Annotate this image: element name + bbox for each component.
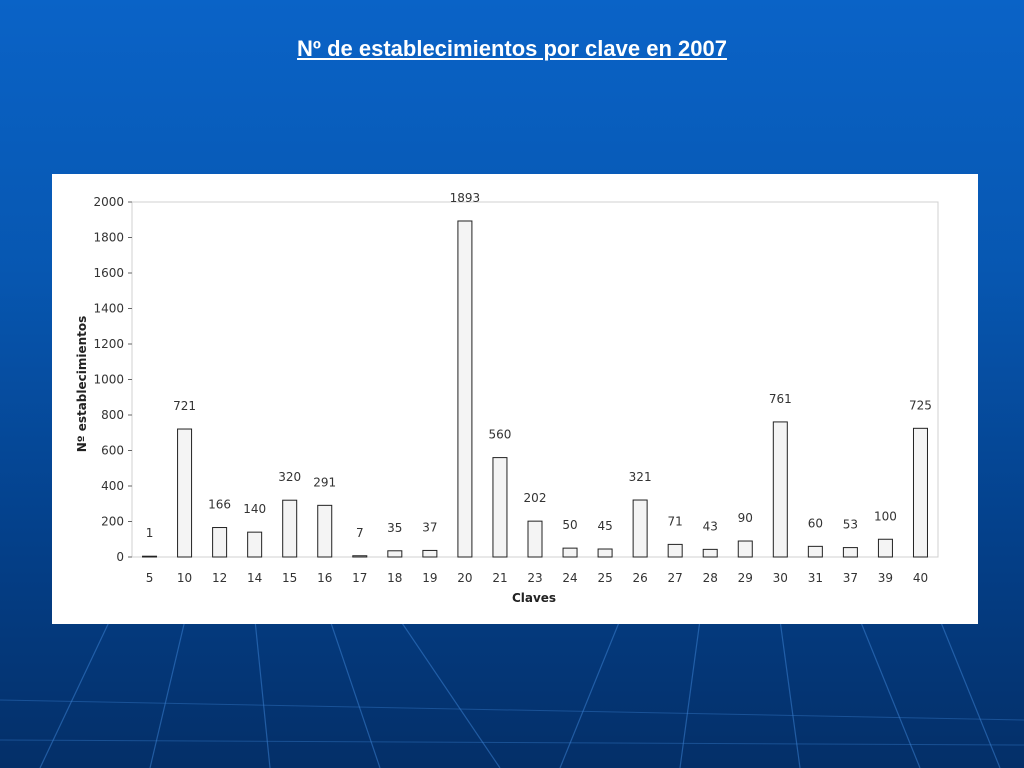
slide-title: Nº de establecimientos por clave en 2007	[297, 36, 727, 61]
data-label: 560	[489, 428, 512, 442]
bar	[457, 220, 473, 558]
background-line	[559, 619, 621, 768]
x-tick-label: 31	[808, 571, 823, 585]
bar	[842, 547, 858, 558]
x-tick-label: 14	[247, 571, 262, 585]
bar	[877, 538, 893, 558]
data-label: 53	[843, 518, 858, 532]
data-label: 43	[703, 519, 718, 533]
background-line	[329, 619, 381, 768]
bar	[527, 520, 543, 558]
y-tick-label: 0	[116, 550, 124, 564]
data-label: 90	[738, 511, 753, 525]
bar	[282, 499, 298, 558]
bar	[807, 545, 823, 558]
x-tick-label: 28	[703, 571, 718, 585]
data-label: 291	[313, 475, 336, 489]
y-tick-label: 1600	[93, 266, 124, 280]
x-tick-label: 23	[527, 571, 542, 585]
data-label: 761	[769, 392, 792, 406]
background-line	[39, 619, 111, 768]
x-tick-label: 15	[282, 571, 297, 585]
x-tick-label: 19	[422, 571, 437, 585]
background-line	[0, 699, 1024, 721]
x-tick-label: 10	[177, 571, 192, 585]
x-tick-label: 27	[668, 571, 683, 585]
bar	[317, 504, 333, 558]
bar	[177, 428, 193, 558]
background-line	[939, 619, 1001, 768]
bar	[667, 543, 683, 558]
x-tick-label: 40	[913, 571, 928, 585]
data-label: 45	[597, 519, 612, 533]
background-line	[0, 739, 1024, 746]
y-tick-label: 2000	[93, 195, 124, 209]
y-tick-label: 800	[101, 408, 124, 422]
y-axis-title: Nº establecimientos	[75, 316, 89, 453]
y-tick-label: 1200	[93, 337, 124, 351]
bar	[562, 547, 578, 558]
bar	[492, 457, 508, 558]
x-tick-label: 12	[212, 571, 227, 585]
y-tick-label: 200	[101, 515, 124, 529]
x-tick-label: 25	[597, 571, 612, 585]
data-label: 100	[874, 509, 897, 523]
data-label: 71	[668, 514, 683, 528]
data-label: 321	[629, 470, 652, 484]
bar	[422, 549, 438, 558]
bar	[142, 555, 158, 558]
y-tick-label: 600	[101, 444, 124, 458]
x-tick-label: 21	[492, 571, 507, 585]
chart-panel: 0 200 400 600 800 1000 1200 1400 1600 1800 2000 5 1…	[52, 174, 978, 624]
data-label: 37	[422, 520, 437, 534]
bar	[702, 548, 718, 558]
data-label: 7	[356, 526, 364, 540]
data-label: 50	[562, 518, 577, 532]
x-tick-label: 29	[738, 571, 753, 585]
x-tick-label: 30	[773, 571, 788, 585]
x-tick-label: 24	[562, 571, 577, 585]
data-label: 60	[808, 516, 823, 530]
data-label: 202	[524, 491, 547, 505]
bar	[772, 421, 788, 558]
x-tick-label: 5	[146, 571, 154, 585]
bar	[737, 540, 753, 558]
x-tick-label: 26	[632, 571, 647, 585]
x-tick-label: 39	[878, 571, 893, 585]
x-tick-label: 16	[317, 571, 332, 585]
background-line	[254, 619, 271, 768]
background-line	[399, 619, 501, 768]
bar	[352, 555, 368, 558]
bar	[632, 499, 648, 558]
x-tick-label: 20	[457, 571, 472, 585]
y-tick-label: 1800	[93, 231, 124, 245]
data-label: 35	[387, 521, 402, 535]
y-tick-label: 400	[101, 479, 124, 493]
bar	[387, 550, 403, 558]
background-line	[149, 619, 186, 768]
bar	[212, 527, 228, 558]
data-label: 725	[909, 398, 932, 412]
data-label: 140	[243, 502, 266, 516]
background-line	[779, 619, 801, 768]
data-label: 166	[208, 498, 231, 512]
x-tick-label: 37	[843, 571, 858, 585]
y-tick-label: 1000	[93, 373, 124, 387]
bar	[912, 427, 928, 558]
bar	[247, 531, 263, 558]
bar	[597, 548, 613, 558]
x-tick-label: 17	[352, 571, 367, 585]
y-tick-label: 1400	[93, 302, 124, 316]
data-label: 1	[146, 526, 154, 540]
background-line	[859, 619, 921, 768]
data-label: 1893	[450, 191, 481, 205]
x-tick-label: 18	[387, 571, 402, 585]
data-label: 721	[173, 399, 196, 413]
background-line	[679, 619, 701, 768]
data-label: 320	[278, 470, 301, 484]
x-axis-title: Claves	[512, 591, 556, 605]
bar-chart: 0 200 400 600 800 1000 1200 1400 1600 1800 2000 5 1…	[75, 191, 939, 605]
